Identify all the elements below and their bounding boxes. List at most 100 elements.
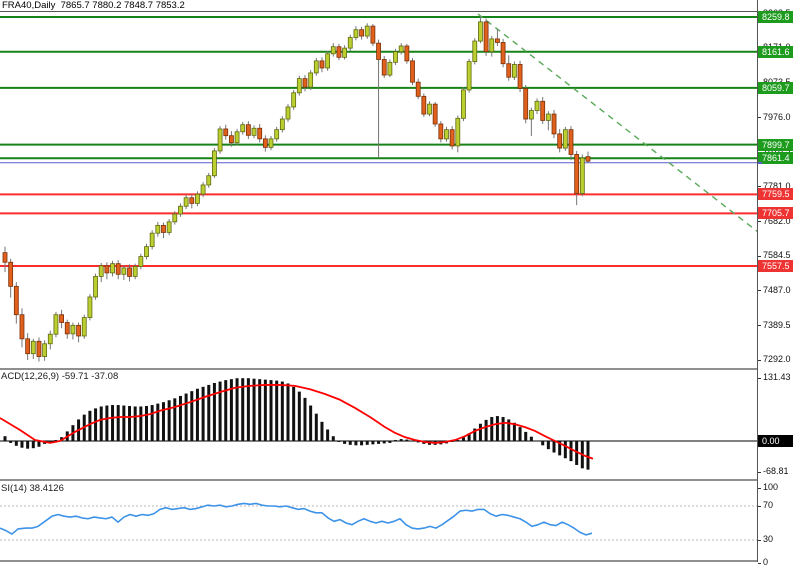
candle-body (359, 29, 364, 37)
macd-histogram-bar (473, 428, 477, 441)
macd-histogram-bar (20, 441, 24, 448)
candle-body (8, 261, 14, 287)
axis-tick-mark (758, 471, 761, 473)
candle-body (489, 38, 495, 53)
axis-tick-mark (758, 186, 761, 188)
candle-body (81, 317, 87, 337)
candle-body (19, 314, 25, 340)
candle-body (115, 263, 121, 275)
rsi-label: SI(14) 38.4126 (1, 483, 64, 494)
candle-body (110, 263, 115, 274)
candle-body (195, 193, 200, 204)
macd-histogram-bar (405, 439, 409, 441)
macd-histogram-bar (535, 441, 539, 442)
price-tick-label: 7584.5 (763, 250, 791, 261)
macd-label: ACD(12,26,9) -59.71 -37.08 (1, 371, 119, 382)
macd-histogram-bar (484, 419, 488, 441)
macd-histogram-bar (235, 378, 239, 441)
macd-histogram-bar (546, 441, 550, 450)
candle-body (132, 266, 138, 277)
macd-histogram-bar (529, 436, 533, 441)
macd-histogram-bar (269, 380, 273, 441)
macd-histogram-bar (178, 395, 182, 441)
candle-body (568, 129, 574, 155)
candle-body (245, 124, 251, 136)
macd-histogram-bar (575, 441, 579, 465)
candle-body (336, 46, 342, 58)
candle-body (172, 213, 178, 223)
candle-body (579, 157, 585, 194)
chart-top-border (0, 11, 757, 12)
candle-body (540, 100, 546, 121)
macd-histogram-bar (111, 405, 115, 441)
macd-histogram-bar (456, 440, 460, 441)
pane-separator-rsi[interactable] (0, 479, 757, 481)
macd-histogram-bar (309, 405, 313, 441)
candle-body (70, 324, 76, 335)
macd-histogram-bar (501, 417, 505, 441)
axis-tick-mark (758, 221, 761, 223)
candle-body (257, 127, 263, 140)
candle-body (478, 21, 483, 42)
macd-histogram-bar (354, 441, 358, 446)
candle-body (274, 129, 280, 140)
macd-histogram-bar (54, 440, 58, 441)
macd-histogram-bar (461, 437, 465, 441)
pane-separator-macd[interactable] (0, 368, 757, 370)
candle-body (393, 51, 398, 63)
candle-body (398, 45, 404, 53)
macd-histogram-bar (94, 408, 98, 441)
macd-histogram-bar (3, 436, 7, 441)
macd-histogram-bar (297, 391, 301, 441)
macd-histogram-bar (139, 406, 143, 441)
candle-body (415, 81, 421, 97)
candle-body (166, 221, 172, 233)
macd-histogram-bar (541, 441, 545, 446)
candle-body (325, 53, 331, 69)
macd-histogram-bar (586, 441, 590, 470)
candle-body (432, 103, 438, 125)
candle-body (47, 333, 53, 345)
candle-body (42, 343, 48, 357)
candle-body (308, 72, 314, 88)
candle-body (438, 123, 444, 140)
macd-histogram-bar (478, 423, 482, 441)
macd-histogram-bar (388, 441, 392, 443)
symbol-period-label: FRA40,Daily (2, 0, 56, 11)
candle-body (534, 100, 540, 111)
candle-body (545, 113, 551, 121)
candle-body (200, 184, 206, 195)
candle-body (330, 46, 336, 55)
macd-zero-badge: 0.00 (758, 435, 793, 447)
macd-histogram-bar (326, 429, 330, 441)
candle-body (455, 117, 461, 147)
candle-body (404, 45, 410, 62)
macd-histogram-bar (26, 441, 30, 449)
macd-histogram-bar (48, 441, 52, 442)
macd-histogram-bar (161, 402, 165, 441)
macd-histogram-bar (552, 441, 556, 453)
macd-histogram-bar (184, 393, 188, 441)
macd-histogram-bar (280, 381, 284, 441)
candle-body (93, 276, 98, 298)
candle-body (64, 322, 70, 335)
candle-body (512, 64, 517, 78)
macd-histogram-bar (416, 441, 420, 443)
rsi-axis-label: 30 (763, 534, 774, 544)
candle-body (574, 154, 580, 194)
axis-tick-mark (758, 539, 761, 541)
price-level-badge-red: 7705.7 (758, 207, 793, 220)
macd-histogram-bar (246, 378, 250, 441)
candle-body (517, 64, 523, 89)
axis-tick-mark (758, 151, 761, 153)
macd-histogram-bar (371, 441, 375, 445)
macd-histogram-bar (292, 386, 296, 441)
macd-histogram-bar (88, 410, 92, 441)
macd-histogram-bar (314, 413, 318, 441)
macd-histogram-bar (365, 441, 369, 445)
price-level-badge-green: 8161.6 (758, 45, 793, 58)
candle-body (206, 175, 212, 186)
price-axis[interactable]: 8268.58171.08073.57976.07878.57781.07682… (758, 0, 793, 567)
macd-histogram-bar (224, 380, 228, 441)
candle-body (466, 61, 472, 91)
